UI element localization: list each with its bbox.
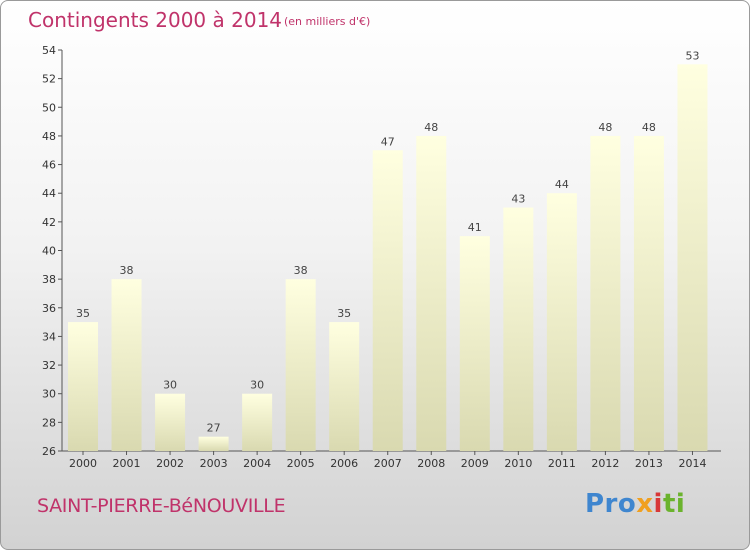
y-tick-label: 44 [42, 187, 56, 200]
chart-subtitle: (en milliers d'€) [284, 15, 371, 28]
bar [590, 135, 621, 451]
x-tick-label: 2008 [417, 457, 445, 470]
x-tick-label: 2011 [548, 457, 576, 470]
bar [198, 436, 229, 451]
value-label: 30 [250, 379, 264, 392]
bar [285, 279, 316, 451]
y-tick-label: 30 [42, 388, 56, 401]
bar [633, 135, 664, 451]
y-tick-label: 48 [42, 130, 56, 143]
value-label: 30 [163, 379, 177, 392]
value-label: 48 [424, 121, 438, 134]
bar [503, 207, 534, 451]
value-label: 44 [555, 178, 569, 191]
x-tick-label: 2013 [635, 457, 663, 470]
logo-part: i [653, 489, 663, 519]
logo-part: x [636, 489, 654, 519]
bar [155, 393, 186, 451]
bar [111, 279, 142, 451]
logo-part: Pro [585, 489, 637, 519]
y-tick-label: 42 [42, 216, 56, 229]
x-tick-label: 2003 [200, 457, 228, 470]
y-tick-label: 36 [42, 302, 56, 315]
bar [416, 135, 447, 451]
bar [68, 322, 98, 451]
bar [329, 322, 360, 451]
label-layer: 35 38 30 27 30 38 35 47 48 41 43 44 48 48 53 [76, 49, 699, 434]
value-label: 35 [337, 307, 351, 320]
y-tick-label: 26 [42, 445, 56, 458]
value-label: 48 [642, 121, 656, 134]
bar [459, 236, 490, 451]
value-label: 27 [207, 422, 221, 435]
x-tick-label: 2014 [678, 457, 706, 470]
value-label: 43 [511, 193, 525, 206]
x-tick-label: 2012 [591, 457, 619, 470]
x-tick-label: 2006 [330, 457, 358, 470]
x-tick-label: 2005 [287, 457, 315, 470]
bar [372, 150, 403, 451]
x-tick-label: 2009 [461, 457, 489, 470]
y-tick-label: 40 [42, 245, 56, 258]
value-label: 38 [294, 264, 308, 277]
y-tick-label: 54 [42, 44, 56, 57]
x-tick-label: 2007 [374, 457, 402, 470]
y-tick-label: 34 [42, 330, 56, 343]
place-name: SAINT-PIERRE-BéNOUVILLE [37, 495, 286, 517]
y-tick-label: 46 [42, 159, 56, 172]
y-tick-label: 32 [42, 359, 56, 372]
value-label: 41 [468, 221, 482, 234]
x-tick-label: 2010 [504, 457, 532, 470]
x-tick-label: 2001 [113, 457, 141, 470]
axis-layer: 26 28 30 32 34 36 38 40 42 44 46 48 50 52 54 2000 2001 20… [42, 44, 721, 470]
y-tick-label: 52 [42, 73, 56, 86]
bar [242, 393, 273, 451]
value-label: 48 [598, 121, 612, 134]
bar [677, 64, 708, 452]
value-label: 35 [76, 307, 90, 320]
y-tick-label: 38 [42, 273, 56, 286]
chart-title: Contingents 2000 à 2014 [28, 8, 283, 32]
x-tick-label: 2000 [69, 457, 97, 470]
value-label: 53 [685, 49, 699, 62]
x-tick-label: 2002 [156, 457, 184, 470]
x-tick-label: 2004 [243, 457, 271, 470]
value-label: 38 [120, 264, 134, 277]
y-tick-label: 28 [42, 416, 56, 429]
logo-part: ti [662, 489, 686, 519]
value-label: 47 [381, 135, 395, 148]
proxiti-logo[interactable]: Proxiti [585, 489, 685, 519]
bar-layer [68, 64, 708, 452]
bar [546, 193, 577, 451]
y-tick-label: 50 [42, 101, 56, 114]
